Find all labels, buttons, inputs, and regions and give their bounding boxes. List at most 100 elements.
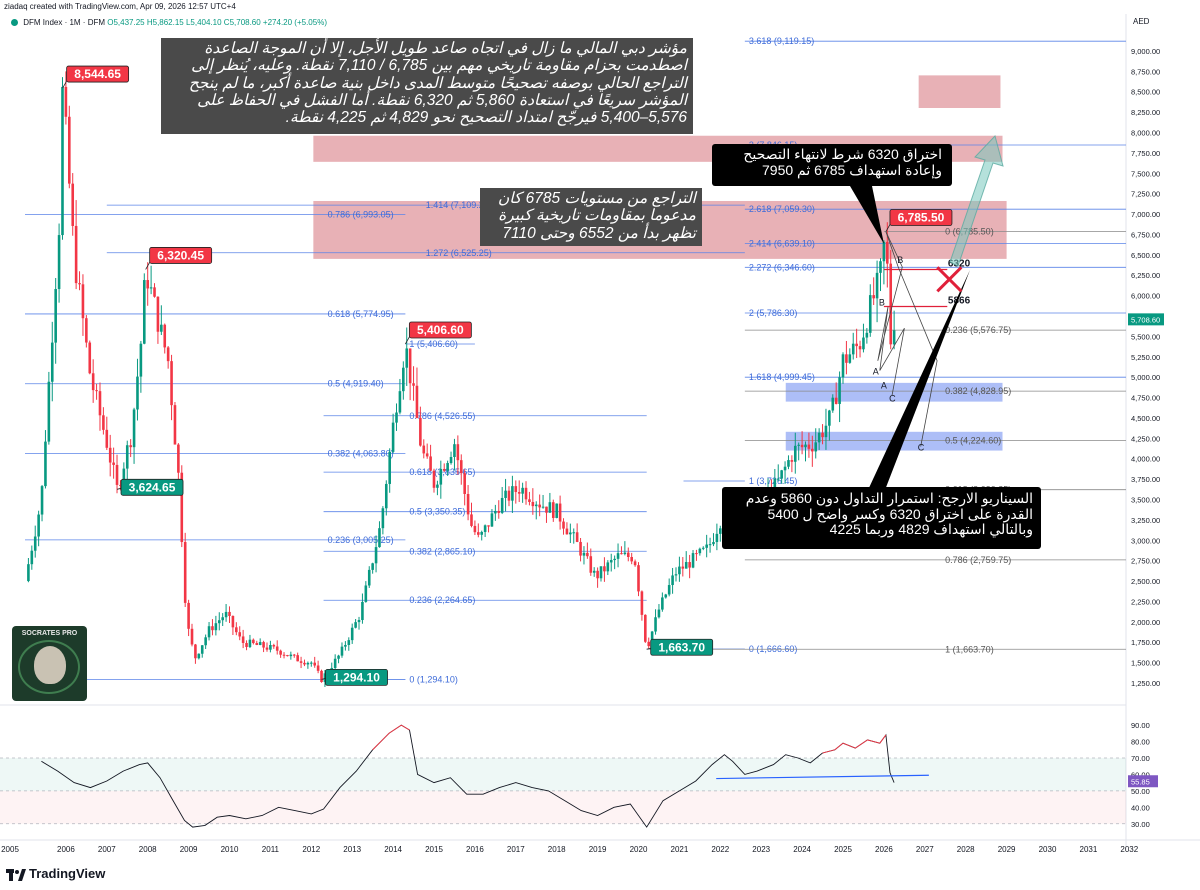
candle-body (811, 448, 814, 452)
candle-body (204, 637, 207, 646)
price-label-box-4 (325, 669, 388, 686)
candle-body (217, 620, 221, 624)
x-tick-23: 2028 (957, 845, 975, 854)
candle-body (688, 562, 691, 568)
tradingview-brand[interactable]: TradingView (6, 866, 105, 881)
candle-body (125, 445, 129, 469)
candle-body (296, 655, 299, 662)
rsi-hot-segment (867, 739, 880, 744)
candle-body (453, 444, 456, 457)
x-tick-4: 2009 (180, 845, 198, 854)
fib-label-25: 0.236 (5,576.75) (945, 325, 1011, 335)
key-label-5866: 5866 (948, 296, 971, 307)
candle-body (851, 343, 855, 355)
annotation-scenario[interactable]: السيناريو الارجح: استمرار التداول دون 58… (722, 487, 1041, 549)
rsi-tick-1: 40.00 (1131, 803, 1150, 812)
candle-body (865, 332, 869, 338)
rsi-tick-5: 80.00 (1131, 738, 1150, 747)
x-tick-26: 2031 (1080, 845, 1098, 854)
candle-body (695, 553, 698, 555)
candle-body (320, 670, 323, 683)
candle-body (173, 405, 177, 445)
candle-body (170, 361, 173, 406)
candle-body (494, 510, 497, 514)
candle-body (708, 544, 712, 546)
candle-body (361, 601, 364, 621)
candle-body (187, 602, 190, 629)
y-tick-24: 7,250.00 (1131, 190, 1160, 199)
wave-path-b (885, 231, 938, 447)
candle-body (299, 661, 303, 663)
y-tick-28: 8,250.00 (1131, 108, 1160, 117)
candle-body (61, 86, 64, 236)
candle-body (719, 528, 722, 534)
x-tick-15: 2020 (630, 845, 648, 854)
candle-body (197, 653, 201, 659)
candle-body (886, 241, 889, 264)
candle-body (419, 417, 422, 446)
candle-body (841, 354, 845, 378)
candle-body (136, 376, 139, 410)
rsi-last: 55.85 (1131, 777, 1150, 786)
candle-body (879, 261, 882, 273)
fib-label-19: 0.5 (3,350.35) (409, 507, 465, 517)
y-tick-10: 3,750.00 (1131, 475, 1160, 484)
candle-body (248, 639, 252, 647)
candle-body (470, 514, 473, 526)
candle-body (142, 280, 146, 344)
candle-body (551, 502, 555, 518)
fib-label-2: 2.618 (7,059.30) (749, 204, 815, 214)
rsi-line (41, 724, 895, 828)
candle-body (214, 623, 218, 631)
candle-body (112, 462, 115, 465)
candle-body (804, 444, 807, 448)
candle-body (603, 566, 606, 572)
candle-body (95, 390, 98, 392)
candle-body (848, 354, 852, 363)
candle-body (224, 611, 228, 618)
candle-body (33, 536, 37, 551)
market-status-icon (11, 19, 18, 27)
x-tick-21: 2026 (875, 845, 893, 854)
symbol-name[interactable]: DFM Index · 1M · DFM (23, 18, 106, 27)
price-label-box-6 (889, 209, 953, 226)
candle-body (507, 490, 511, 501)
candle-body (845, 354, 848, 363)
candle-body (231, 615, 235, 628)
candle-body (541, 506, 545, 508)
y-tick-9: 3,500.00 (1131, 495, 1160, 504)
candle-body (272, 644, 276, 647)
rsi-tick-4: 70.00 (1131, 754, 1150, 763)
x-tick-8: 2013 (343, 845, 361, 854)
candle-body (783, 466, 787, 471)
candle-body (647, 641, 651, 647)
candle-body (511, 486, 514, 501)
fib-label-26: 0.382 (4,828.95) (945, 386, 1011, 396)
candle-body (102, 415, 105, 430)
fib-label-10: 0.786 (6,993.05) (328, 210, 394, 220)
annotation-breakout[interactable]: اختراق 6320 شرط لانتهاء التصحيح وإعادة ا… (712, 144, 952, 186)
candle-body (395, 412, 398, 423)
candle-body (807, 444, 811, 449)
candle-body (402, 367, 405, 392)
wave-path-a (877, 231, 905, 396)
candle-body (119, 484, 122, 486)
rsi-hot-segment (879, 734, 887, 744)
price-label-0: 8,544.65 (74, 67, 121, 81)
candle-body (258, 642, 262, 645)
candle-body (521, 487, 524, 494)
y-tick-12: 4,250.00 (1131, 434, 1160, 443)
candle-body (255, 643, 259, 645)
candle-body (408, 348, 412, 384)
annotation-main[interactable]: مؤشر دبي المالي ما زال في اتجاه صاعد طوي… (161, 38, 693, 134)
fib-label-15: 0 (1,294.10) (409, 674, 458, 684)
y-tick-31: 9,000.00 (1131, 47, 1160, 56)
candle-body (432, 470, 436, 488)
annotation-resistance[interactable]: التراجع من مستويات 6785 كان مدعوما بمقاو… (480, 188, 702, 246)
price-label-4: 1,294.10 (333, 670, 380, 684)
last-price-tag (1128, 313, 1164, 326)
candle-body (313, 662, 317, 666)
candle-body (57, 235, 61, 290)
candle-body (528, 499, 531, 502)
wave-label-B-0: B (897, 255, 903, 265)
